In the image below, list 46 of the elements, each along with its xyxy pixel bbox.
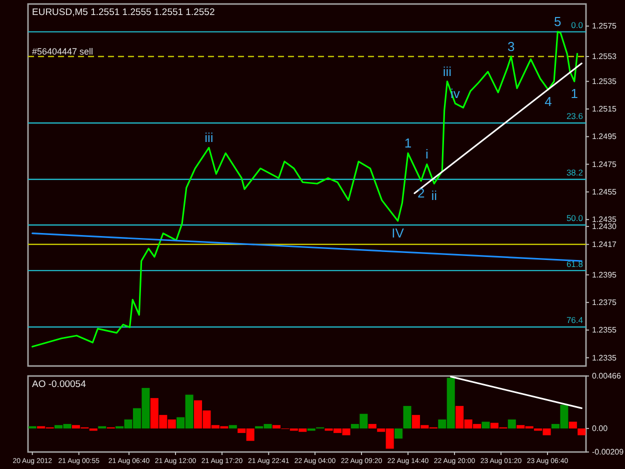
y-tick-label: 1.2535 xyxy=(592,76,618,86)
y-tick-label: 1.2355 xyxy=(592,326,618,335)
bar xyxy=(578,428,586,436)
y2-tick-label: 0.0 xyxy=(571,20,584,30)
bar xyxy=(568,422,577,428)
y-tick-label: 1.2375 xyxy=(592,298,618,308)
bar xyxy=(403,406,412,428)
y2-tick-label: 23.6 xyxy=(566,111,584,122)
bar xyxy=(272,425,280,428)
y-tick-label: 1.2495 xyxy=(592,132,618,142)
y-tick-label: 1.2430 xyxy=(592,222,618,232)
annotation: 1 xyxy=(404,136,412,151)
y-tick-label: 1.2515 xyxy=(592,104,618,114)
annotation: 5 xyxy=(554,14,562,30)
y2-tick-label: 38.2 xyxy=(566,168,584,178)
y-tick-label: 1.2475 xyxy=(592,160,618,169)
y-tick-label: -0.00209 xyxy=(592,448,624,457)
annotation: IV xyxy=(392,225,404,240)
y-tick-label: 0.00 xyxy=(592,424,608,434)
y-tick-label: 1.2335 xyxy=(592,353,618,362)
annotation: iii xyxy=(442,64,452,79)
ref-line-label: #56404447 sell xyxy=(32,46,94,57)
annotation: 3 xyxy=(508,38,515,54)
annotation: 4 xyxy=(544,94,552,110)
y-tick-label: 1.2455 xyxy=(592,187,618,196)
y2-tick-label: 76.4 xyxy=(566,315,584,326)
chart-title: EURUSD,M5 1.2551 1.2555 1.2551 1.2552 xyxy=(32,7,215,18)
bar xyxy=(482,422,490,428)
y2-tick-label: 61.8 xyxy=(566,258,584,269)
y-tick-label: 1.2417 xyxy=(592,240,618,249)
bar xyxy=(228,425,237,428)
chart-title: AO -0.00054 xyxy=(32,379,86,390)
bar xyxy=(508,419,516,428)
annotation: iii xyxy=(204,130,214,146)
y-tick-label: 0.00466 xyxy=(592,372,622,381)
bar xyxy=(394,428,403,439)
y2-tick-label: 50.0 xyxy=(566,213,584,224)
annotation: 2 xyxy=(417,185,425,200)
annotation: ii xyxy=(431,188,438,204)
annotation: i xyxy=(425,146,428,162)
y-tick-label: 1.2553 xyxy=(592,52,618,62)
y-tick-label: 1.2575 xyxy=(592,22,618,31)
y-tick-label: 1.2395 xyxy=(592,270,618,280)
y-tick-label: 1.2435 xyxy=(592,215,618,224)
annotation: 1 xyxy=(570,86,578,101)
bar xyxy=(368,424,376,428)
